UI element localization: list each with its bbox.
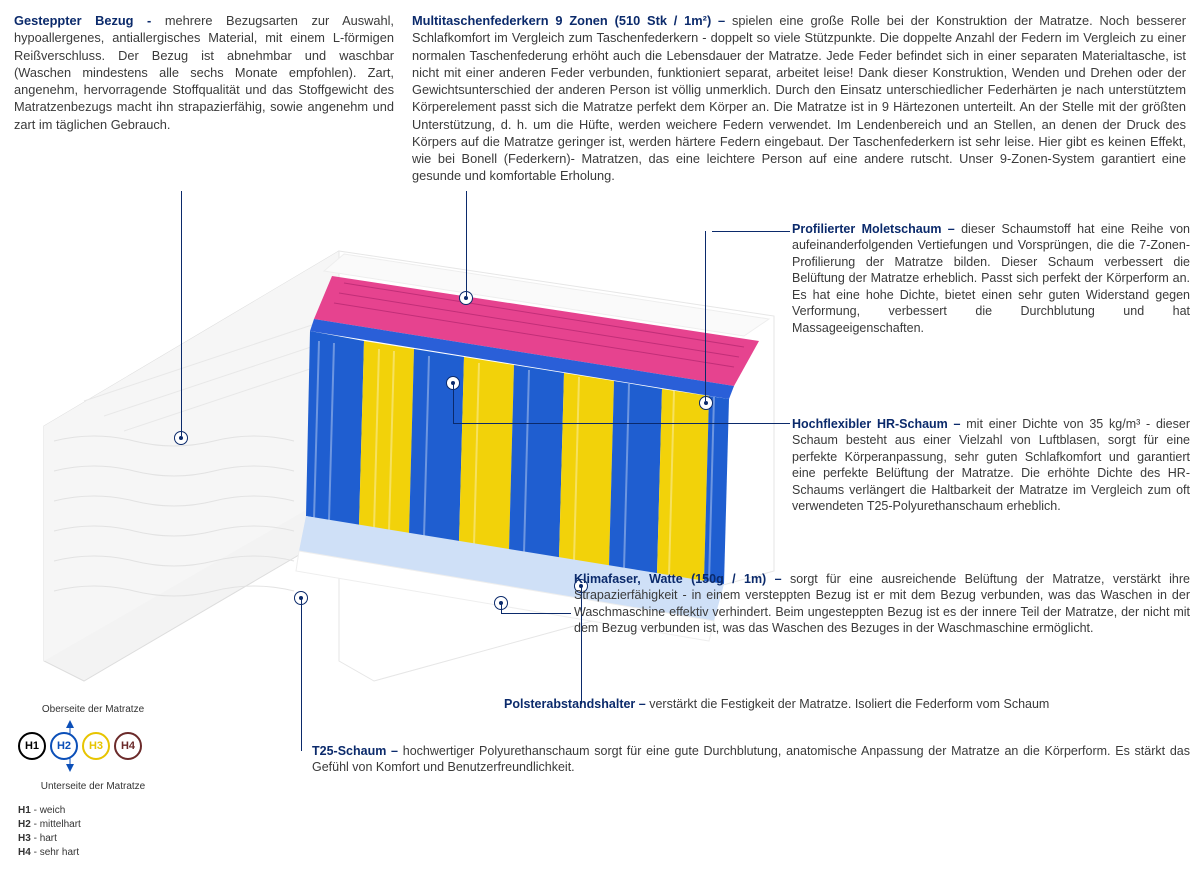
- top-right-block: Multitaschenfederkern 9 Zonen (510 Stk /…: [412, 12, 1186, 185]
- hr-text: mit einer Dichte von 35 kg/m³ - dieser S…: [792, 417, 1190, 514]
- top-left-block: Gesteppter Bezug - mehrere Bezugsarten z…: [14, 12, 394, 185]
- legend-h2: H2: [50, 732, 78, 760]
- leader-klima-h: [501, 613, 571, 614]
- callout-polster: Polsterabstandshalter – verstärkt die Fe…: [504, 696, 1190, 713]
- legend-top-label: Oberseite der Matratze: [18, 703, 168, 717]
- leader-klima-v: [501, 603, 502, 613]
- t25-heading: T25-Schaum –: [312, 744, 403, 758]
- legend-h3: H3: [82, 732, 110, 760]
- molet-text: dieser Schaumstoff hat eine Reihe von au…: [792, 222, 1190, 335]
- legend-arrows: H1 H2 H3 H4: [18, 718, 168, 778]
- marker-molet: [699, 396, 713, 410]
- callout-t25: T25-Schaum – hochwertiger Polyurethansch…: [312, 743, 1190, 776]
- hr-heading: Hochflexibler HR-Schaum –: [792, 417, 966, 431]
- diagram-area: Profilierter Moletschaum – dieser Schaum…: [14, 191, 1186, 731]
- callout-molet: Profilierter Moletschaum – dieser Schaum…: [792, 221, 1190, 337]
- t25-text: hochwertiger Polyurethanschaum sorgt für…: [312, 744, 1190, 775]
- legend-h4: H4: [114, 732, 142, 760]
- legend-h1: H1: [18, 732, 46, 760]
- leader-hr-h: [453, 423, 790, 424]
- springs-text: spielen eine große Rolle bei der Konstru…: [412, 13, 1186, 183]
- polster-heading: Polsterabstandshalter –: [504, 697, 649, 711]
- leader-springs-v: [466, 191, 467, 296]
- top-row: Gesteppter Bezug - mehrere Bezugsarten z…: [14, 12, 1186, 185]
- leader-hr-v: [453, 383, 454, 423]
- cover-text: mehrere Bezugsarten zur Auswahl, hypoall…: [14, 13, 394, 132]
- klima-heading: Klimafaser, Watte (150g / 1m) –: [574, 572, 790, 586]
- leader-molet-v: [705, 231, 706, 401]
- cover-heading: Gesteppter Bezug -: [14, 13, 165, 28]
- legend-hardness-list: H1 - weich H2 - mittelhart H3 - hart H4 …: [18, 804, 168, 860]
- legend-bottom-label: Unterseite der Matratze: [18, 780, 168, 794]
- leader-molet-h: [712, 231, 790, 232]
- springs-heading: Multitaschenfederkern 9 Zonen (510 Stk /…: [412, 13, 732, 28]
- hardness-legend: Oberseite der Matratze H1 H2 H3 H4 Unter…: [18, 701, 168, 860]
- callout-klima: Klimafaser, Watte (150g / 1m) – sorgt fü…: [574, 571, 1190, 637]
- polster-text: verstärkt die Festigkeit der Matratze. I…: [649, 697, 1049, 711]
- leader-cover-v: [181, 191, 182, 436]
- leader-t25-v: [301, 598, 302, 751]
- callout-hr: Hochflexibler HR-Schaum – mit einer Dich…: [792, 416, 1190, 515]
- molet-heading: Profilierter Moletschaum –: [792, 222, 961, 236]
